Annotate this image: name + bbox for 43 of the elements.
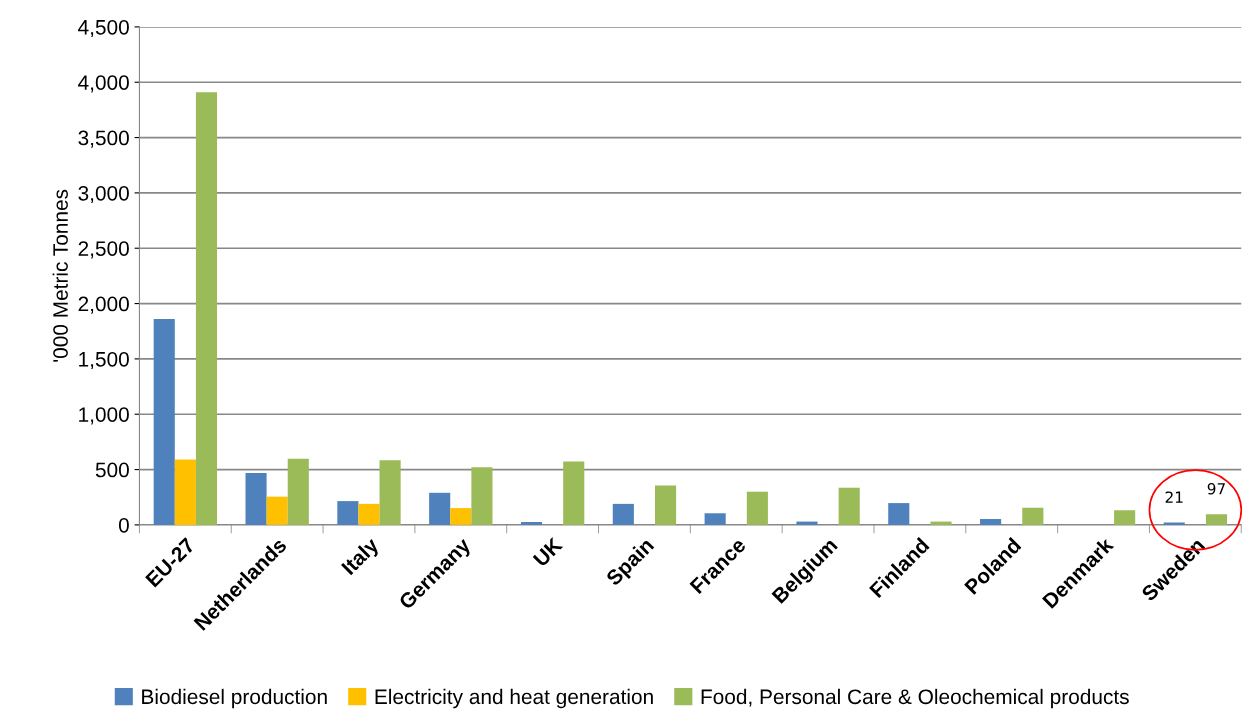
y-tick-label: 0 <box>118 517 129 533</box>
bar <box>612 503 634 525</box>
bar <box>655 485 677 525</box>
bar <box>746 491 768 525</box>
y-tick-label: 2,000 <box>78 296 129 314</box>
bar <box>930 521 952 525</box>
y-tick-label: 3,500 <box>78 130 129 148</box>
bar <box>704 513 726 525</box>
bar <box>429 492 451 525</box>
y-axis-title: '000 Metric Tonnes <box>52 189 68 362</box>
bar <box>174 459 196 525</box>
y-tick-label: 4,000 <box>78 75 129 93</box>
bar <box>520 522 543 525</box>
legend-label: Electricity and heat generation <box>375 688 653 709</box>
bar <box>1022 507 1044 525</box>
bar <box>796 521 818 525</box>
bar <box>337 501 359 525</box>
bar <box>471 467 493 525</box>
bar <box>1205 514 1228 525</box>
y-tick-label: 3,000 <box>78 185 129 204</box>
y-tick-label: 2,500 <box>78 241 129 259</box>
bar <box>888 503 910 525</box>
y-tick-label: 500 <box>95 462 129 478</box>
bar <box>245 472 267 525</box>
x-tick-label: UK <box>532 536 564 568</box>
bar <box>287 458 309 525</box>
bar <box>450 508 472 525</box>
y-tick-label: 4,500 <box>78 19 129 38</box>
data-label: 97 <box>1207 482 1225 495</box>
bar <box>838 487 860 525</box>
legend-label: Biodiesel production <box>142 688 327 709</box>
y-tick-label: 1,500 <box>79 351 129 370</box>
y-tick-label: 1,000 <box>79 407 129 425</box>
bar <box>980 519 1002 525</box>
bar <box>358 503 380 525</box>
bar <box>153 319 175 525</box>
legend-label: Food, Personal Care & Oleochemical products <box>701 688 1129 709</box>
data-label: 21 <box>1165 491 1183 503</box>
bar <box>379 460 401 525</box>
bar <box>1114 510 1136 525</box>
bar <box>195 92 218 525</box>
bar <box>266 496 288 525</box>
bar <box>563 461 585 525</box>
